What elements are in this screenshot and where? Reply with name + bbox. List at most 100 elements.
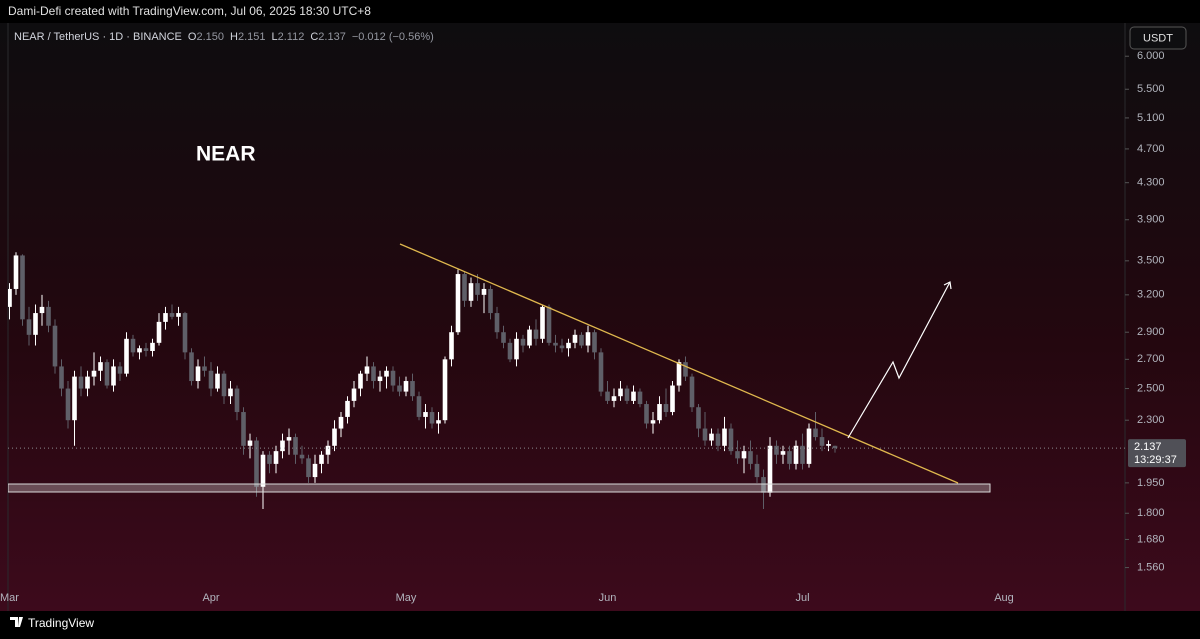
candle-body bbox=[247, 440, 253, 446]
candle-body bbox=[384, 370, 389, 377]
candle-body bbox=[267, 454, 272, 464]
candle-body bbox=[735, 451, 740, 459]
candle-body bbox=[689, 376, 695, 408]
low: 2.112 bbox=[278, 31, 305, 43]
candle-body bbox=[533, 329, 539, 339]
candle-body bbox=[442, 359, 448, 421]
countdown: 13:29:37 bbox=[1134, 454, 1177, 466]
candle-body bbox=[624, 388, 630, 401]
candle-body bbox=[403, 381, 409, 392]
candle-body bbox=[33, 313, 38, 335]
candle-body bbox=[20, 255, 25, 320]
candle-body bbox=[78, 376, 84, 389]
candle-body bbox=[579, 334, 584, 346]
candle-body bbox=[143, 348, 149, 351]
x-tick-label: May bbox=[396, 592, 417, 604]
candle-body bbox=[611, 396, 617, 401]
candle-body bbox=[631, 391, 636, 401]
plot bbox=[8, 252, 1125, 510]
candle-body bbox=[280, 440, 285, 452]
candle-body bbox=[559, 345, 565, 349]
candle-body bbox=[514, 338, 519, 360]
candle-body bbox=[46, 306, 51, 326]
currency-button[interactable] bbox=[1129, 26, 1187, 50]
candle-body bbox=[169, 313, 175, 317]
candle-body bbox=[150, 342, 155, 351]
candle-body bbox=[754, 463, 760, 478]
candle-body bbox=[189, 352, 194, 382]
candle-body bbox=[455, 274, 461, 333]
candle-body bbox=[650, 420, 656, 424]
candle-body bbox=[241, 412, 246, 446]
candle-body bbox=[767, 445, 773, 493]
o-label: O bbox=[188, 31, 197, 43]
candle-body bbox=[481, 288, 487, 295]
candle-body bbox=[26, 319, 32, 335]
candle-body bbox=[728, 428, 734, 452]
y-tick-label: 2.500 bbox=[1137, 382, 1165, 394]
candle-body bbox=[72, 376, 77, 421]
credit: Dami-Defi created with TradingView.com, … bbox=[8, 4, 371, 18]
y-tick-label: 1.950 bbox=[1137, 477, 1165, 489]
candle-body bbox=[163, 313, 168, 322]
candle-body bbox=[468, 283, 474, 301]
candle-body bbox=[202, 366, 207, 371]
candle-body bbox=[8, 288, 12, 307]
candle-body bbox=[709, 433, 714, 441]
candle-body bbox=[208, 370, 214, 389]
candle-body bbox=[748, 451, 753, 464]
candle-body bbox=[806, 428, 812, 464]
x-tick-label: Mar bbox=[0, 592, 19, 604]
candle-body bbox=[338, 416, 344, 429]
candle-body bbox=[520, 338, 526, 346]
candle-body bbox=[572, 334, 578, 343]
candle-body bbox=[423, 412, 428, 417]
y-tick-label: 1.560 bbox=[1137, 561, 1165, 573]
candle-body bbox=[228, 388, 233, 397]
footer-bar bbox=[0, 611, 1200, 639]
y-tick-label: 5.100 bbox=[1137, 112, 1165, 124]
candle-body bbox=[546, 306, 552, 343]
currency[interactable]: USDT bbox=[1143, 32, 1173, 44]
y-tick-label: 3.900 bbox=[1137, 214, 1165, 226]
candle-body bbox=[494, 313, 500, 333]
candle-body bbox=[319, 454, 324, 464]
candle-body bbox=[306, 458, 311, 478]
footer: TradingView bbox=[28, 616, 94, 630]
candle-body bbox=[670, 385, 675, 413]
annotation: NEAR bbox=[196, 143, 256, 166]
candle-body bbox=[273, 451, 279, 464]
price-tag-label: 2.137 bbox=[1134, 441, 1162, 453]
y-tick-label: 1.680 bbox=[1137, 533, 1165, 545]
candle-body bbox=[286, 437, 292, 441]
candle-body bbox=[741, 451, 747, 459]
candle-body bbox=[605, 391, 610, 401]
c-label: C bbox=[310, 31, 318, 43]
candle-body bbox=[663, 404, 669, 413]
arrow-head bbox=[943, 281, 952, 290]
drawings bbox=[8, 243, 991, 493]
candle-body bbox=[13, 255, 19, 289]
candle-body bbox=[215, 373, 220, 389]
candle-body bbox=[507, 342, 513, 360]
support-zone bbox=[8, 483, 991, 493]
candle-body bbox=[130, 338, 136, 353]
candle-body bbox=[592, 332, 597, 353]
candle-body bbox=[377, 376, 383, 382]
h-label: H bbox=[230, 31, 238, 43]
candle-body bbox=[52, 325, 58, 367]
y-tick-label: 3.200 bbox=[1137, 289, 1165, 301]
x-tick-label: Jul bbox=[795, 592, 809, 604]
candle-body bbox=[111, 366, 116, 386]
y-tick-label: 4.300 bbox=[1137, 177, 1165, 189]
candle-body bbox=[826, 444, 831, 446]
y-tick-label: 1.800 bbox=[1137, 507, 1165, 519]
candle-body bbox=[293, 437, 298, 455]
candle-body bbox=[260, 454, 266, 487]
candle-body bbox=[800, 445, 805, 464]
y-tick-label: 6.000 bbox=[1137, 50, 1165, 62]
candle-body bbox=[475, 283, 480, 295]
candle-body bbox=[793, 445, 799, 464]
candle-body bbox=[156, 321, 162, 343]
x-tick-label: Aug bbox=[994, 592, 1014, 604]
